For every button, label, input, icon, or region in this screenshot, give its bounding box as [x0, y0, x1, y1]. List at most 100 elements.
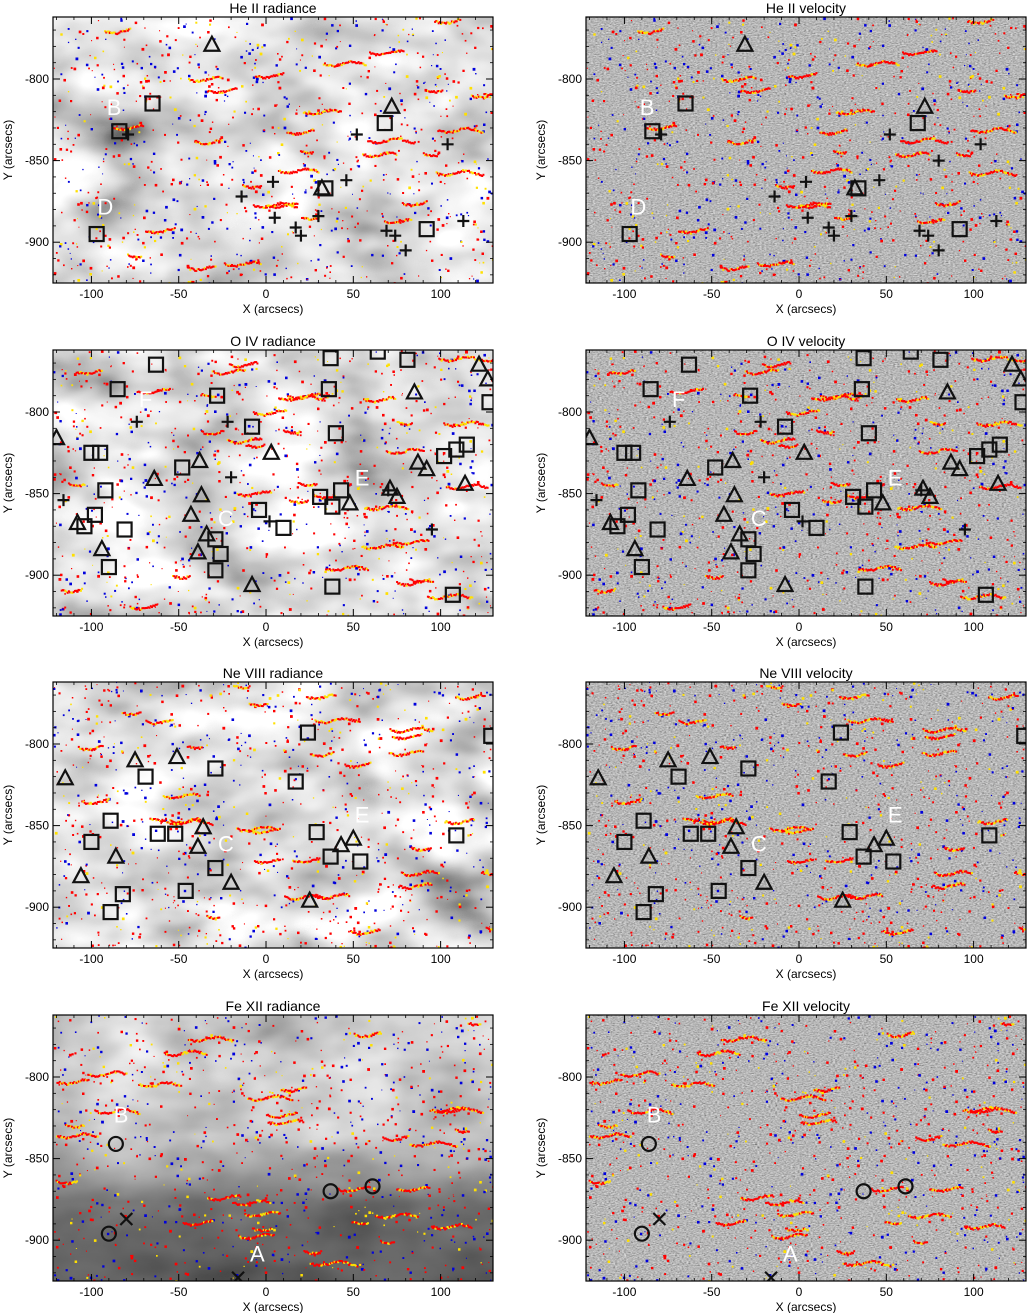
square-marker [324, 578, 341, 595]
field-contours [586, 17, 1026, 283]
plus-marker [758, 471, 771, 484]
square-marker [250, 501, 268, 519]
region-label: E [888, 802, 903, 827]
square-marker [312, 488, 329, 505]
plus-marker [801, 211, 814, 224]
triangle-marker [190, 450, 210, 469]
y-tick-label: -800 [25, 737, 49, 751]
plus-marker [796, 515, 809, 528]
panel-8: B A -100 -50 0 50 100 -800 -850 -900 Fe XII veloci… [534, 998, 1027, 1313]
plus-marker [130, 415, 143, 428]
region-label: F [139, 387, 152, 412]
triangle-marker [408, 452, 428, 470]
region-label: E [355, 465, 370, 490]
plus-marker [873, 174, 886, 187]
y-tick-label: -850 [25, 1152, 49, 1166]
triangle-marker [586, 427, 599, 446]
square-marker [635, 903, 652, 921]
square-marker [707, 459, 724, 476]
circle-marker [364, 1178, 381, 1195]
square-marker [275, 519, 292, 536]
x-tick-label: -50 [703, 952, 721, 966]
square-marker [682, 825, 699, 842]
triangle-marker [658, 750, 678, 768]
plus-marker [932, 244, 945, 257]
region-label: B [107, 95, 122, 120]
region-label: F [672, 387, 685, 412]
panel-title: O IV radiance [230, 333, 316, 349]
square-marker [857, 578, 874, 595]
triangle-marker [730, 524, 749, 542]
square-marker [209, 387, 226, 404]
field-contours [586, 1015, 1026, 1281]
y-tick-label: -850 [558, 1152, 582, 1166]
y-tick-label: -800 [25, 405, 49, 419]
triangle-marker [876, 828, 896, 846]
plus-marker [221, 415, 234, 428]
plot-frame [52, 1014, 494, 1282]
square-marker [616, 833, 633, 851]
square-marker [137, 768, 154, 785]
panel-6: C E -100 -50 0 50 100 -800 -850 -900 Ne VIII veloc… [534, 665, 1027, 981]
triangle-marker [300, 890, 320, 908]
triangle-marker [478, 369, 493, 387]
square-marker [633, 558, 650, 576]
field-contours [586, 682, 1026, 948]
y-axis-label: Y (arcsecs) [1, 785, 15, 845]
plot-frame [585, 349, 1027, 617]
triangle-marker [833, 890, 853, 908]
circle-marker [633, 1225, 650, 1242]
y-axis-label: Y (arcsecs) [534, 453, 548, 513]
square-marker [644, 123, 661, 140]
triangle-marker [193, 816, 213, 835]
triangle-marker [167, 746, 187, 765]
triangle-marker [455, 473, 475, 491]
square-marker [635, 812, 652, 829]
square-marker [299, 724, 317, 741]
plus-marker [913, 224, 926, 237]
square-marker [845, 488, 862, 505]
square-marker [991, 436, 1008, 453]
x-tick-label: -50 [170, 287, 188, 301]
x-axis-label: X (arcsecs) [776, 1300, 837, 1313]
square-marker [320, 381, 337, 398]
square-marker [977, 586, 994, 603]
panel-title: Ne VIII radiance [223, 665, 324, 681]
y-tick-label: -900 [558, 900, 582, 914]
square-marker [1016, 727, 1026, 744]
plus-marker [340, 174, 353, 187]
triangle-marker [677, 468, 697, 487]
triangle-marker [71, 865, 91, 884]
triangle-marker [601, 512, 620, 531]
plus-marker [380, 224, 393, 237]
triangle-marker [1002, 354, 1022, 372]
y-axis-label: Y (arcsecs) [1, 120, 15, 180]
panel-3: F C E -100 -50 0 50 100 -800 -850 -900 O IV radianc… [1, 333, 494, 649]
plus-marker [122, 128, 135, 141]
square-marker [832, 724, 850, 741]
x-tick-label: -50 [703, 1285, 721, 1299]
triangle-marker [55, 767, 75, 786]
plot-frame [585, 1014, 1027, 1282]
square-marker [1014, 394, 1026, 411]
plus-marker [294, 229, 307, 242]
triangle-marker [950, 458, 969, 477]
image-background [53, 682, 493, 948]
image-background [53, 17, 493, 283]
y-tick-label: -850 [558, 819, 582, 833]
square-marker [418, 221, 435, 238]
square-marker [609, 518, 626, 535]
x-tick-label: 50 [880, 620, 894, 634]
x-tick-label: 100 [431, 620, 451, 634]
triangle-marker [588, 767, 608, 786]
circle-marker [897, 1178, 914, 1195]
region-label: B [640, 95, 655, 120]
x-tick-label: 50 [347, 1285, 361, 1299]
triangle-marker [726, 816, 746, 835]
triangle-marker [312, 178, 332, 196]
triangle-marker [181, 504, 201, 522]
circle-marker [322, 1183, 339, 1200]
square-marker [710, 882, 727, 899]
triangle-marker [405, 382, 424, 400]
plus-marker [655, 128, 668, 141]
